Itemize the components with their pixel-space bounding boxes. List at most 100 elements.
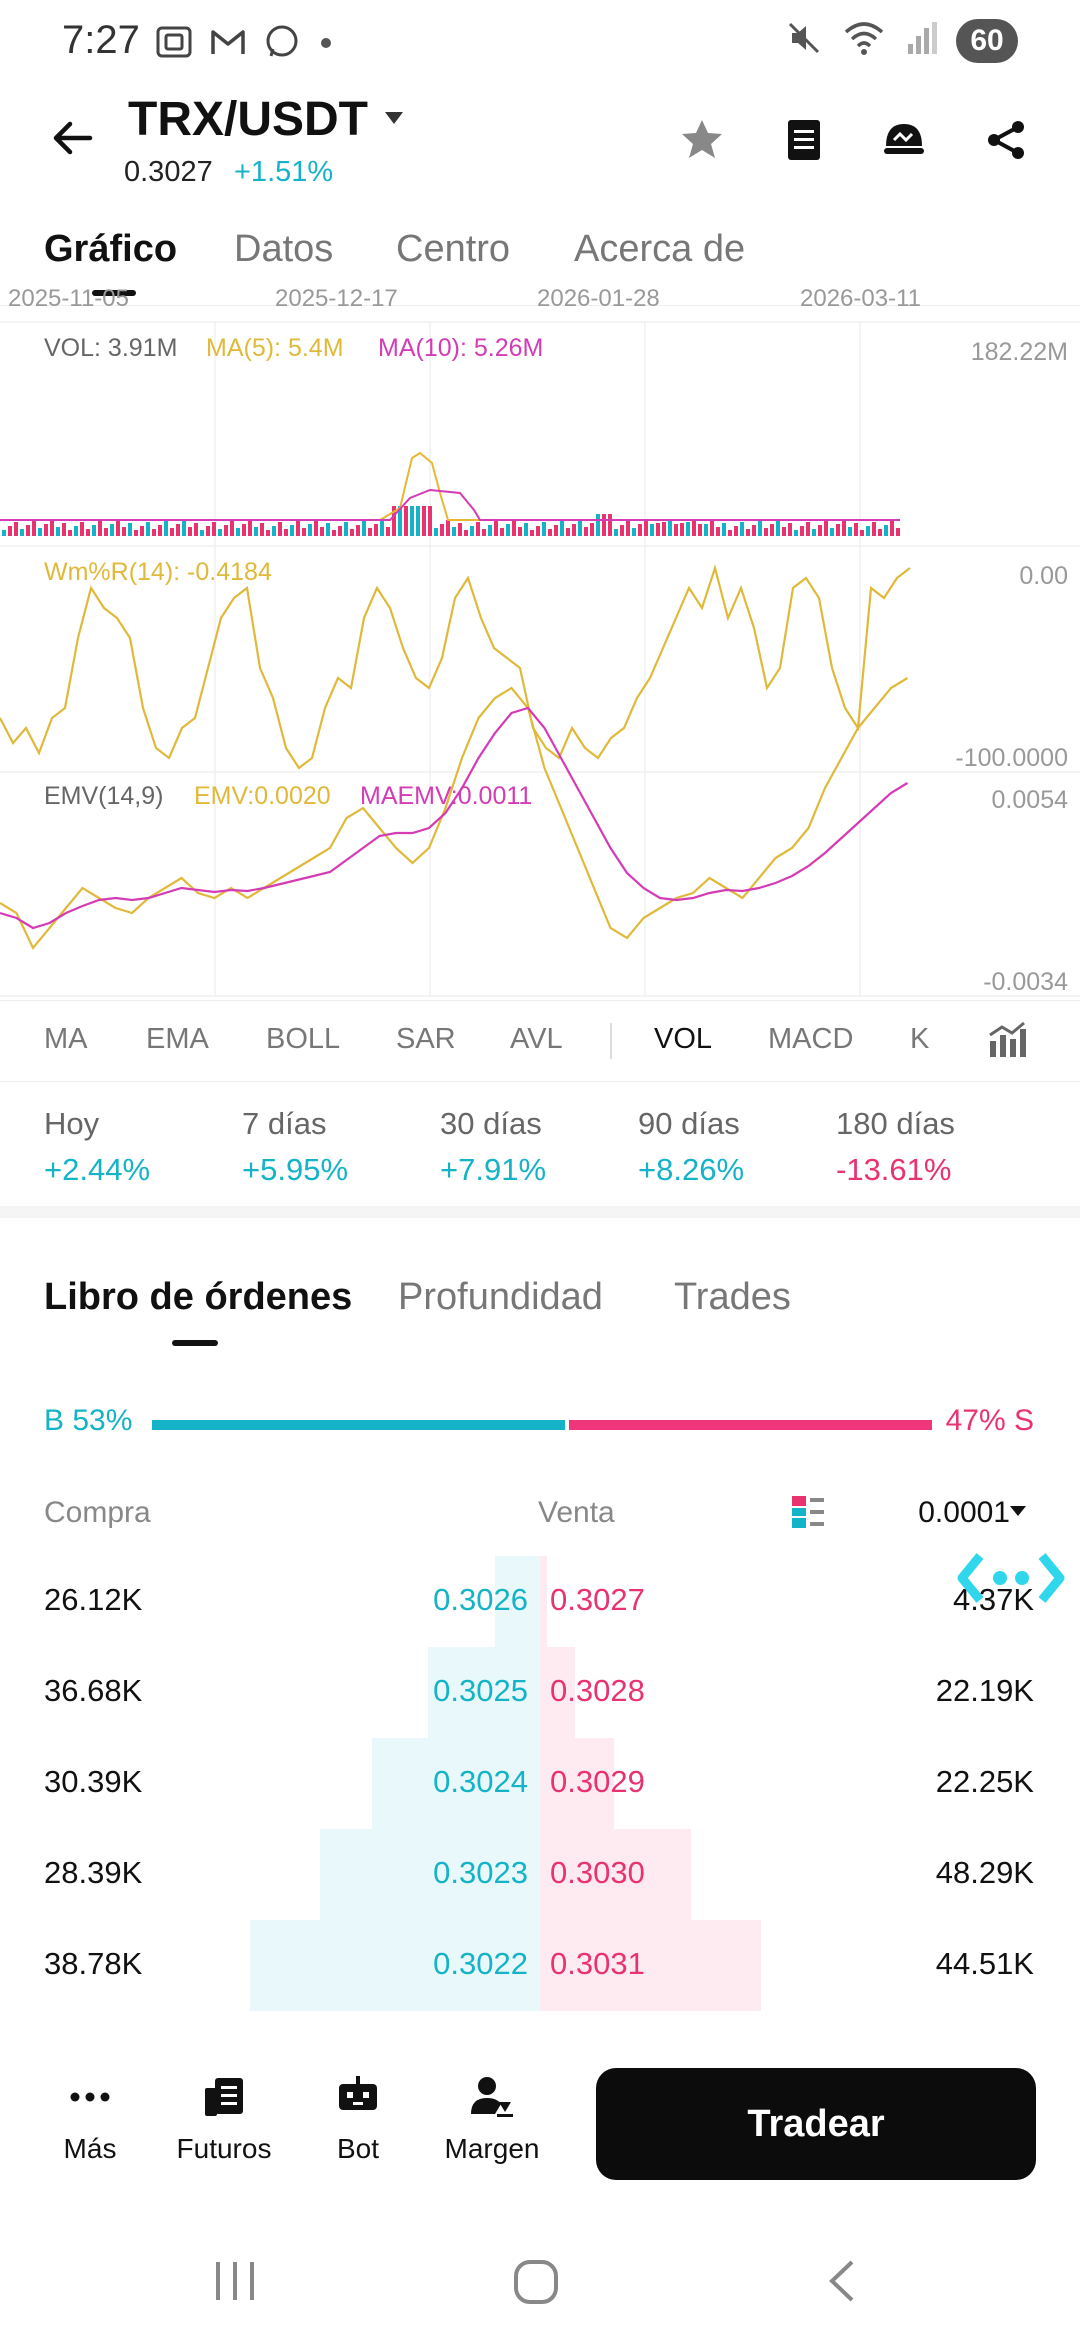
emv-axis-top: 0.0054 <box>991 786 1068 814</box>
chart-area[interactable]: 2025-11-05 2025-12-17 2026-01-28 2026-03… <box>0 285 1080 998</box>
bot-button[interactable]: Bot <box>298 2072 418 2165</box>
volume-bar <box>38 528 42 536</box>
volume-bar <box>728 530 732 536</box>
precision-dropdown-icon[interactable] <box>1010 1504 1026 1523</box>
more-button[interactable]: Más <box>30 2072 150 2165</box>
volume-bar <box>338 526 342 536</box>
sell-depth-bar <box>540 1738 614 1829</box>
star-icon[interactable] <box>674 112 730 168</box>
home-icon[interactable] <box>510 2256 562 2313</box>
volume-bar <box>140 526 144 536</box>
volume-bar <box>194 523 198 536</box>
perf-label: 180 días <box>836 1106 955 1141</box>
indicator-charts[interactable]: 2025-11-05 2025-12-17 2026-01-28 2026-03… <box>0 285 1080 998</box>
floating-assistant-icon[interactable] <box>956 1548 1066 1613</box>
orderbook-row[interactable]: 36.68K 0.3025 0.3028 22.19K <box>0 1647 1080 1738</box>
volume-bar <box>626 521 630 536</box>
volume-bar <box>50 520 54 536</box>
indicator-macd[interactable]: MACD <box>768 1023 854 1055</box>
perf-label: 90 días <box>638 1106 740 1141</box>
gmail-icon <box>208 22 248 67</box>
pair-dropdown-icon[interactable] <box>382 106 406 135</box>
volume-bar <box>110 524 114 536</box>
maemv-value-label: MAEMV:0.0011 <box>360 782 533 810</box>
recents-icon[interactable] <box>210 2256 260 2311</box>
indicator-k[interactable]: K <box>910 1023 930 1055</box>
bot-label: Bot <box>336 2133 380 2164</box>
volume-bar <box>248 520 252 536</box>
indicator-toolbar: MA EMA BOLL SAR AVL VOL MACD K <box>0 1000 1080 1082</box>
tab-acerca-de[interactable]: Acerca de <box>574 228 746 270</box>
tab-trades[interactable]: Trades <box>674 1276 791 1318</box>
volume-bar <box>812 529 816 536</box>
futures-button[interactable]: Futuros <box>164 2072 284 2165</box>
date-label: 2026-03-11 <box>800 288 921 312</box>
volume-bar <box>122 527 126 536</box>
volume-bar <box>428 506 432 536</box>
volume-bar <box>206 526 210 536</box>
volume-bar <box>554 525 558 536</box>
sell-price[interactable]: 0.3030 <box>550 1855 645 1890</box>
volume-bar <box>464 530 468 536</box>
sell-price[interactable]: 0.3029 <box>550 1764 645 1799</box>
volume-bar <box>770 524 774 536</box>
tab-libro-de-ordenes[interactable]: Libro de órdenes <box>44 1276 353 1318</box>
indicator-sar[interactable]: SAR <box>396 1023 456 1055</box>
share-icon[interactable] <box>978 112 1034 168</box>
sell-price[interactable]: 0.3027 <box>550 1582 645 1617</box>
date-label: 2026-01-28 <box>537 288 660 312</box>
system-nav-bar <box>0 2220 1080 2340</box>
buy-price[interactable]: 0.3025 <box>433 1673 528 1708</box>
status-time: 7:27 <box>62 18 140 62</box>
volume-bar <box>764 528 768 536</box>
layout-toggle-icon[interactable] <box>790 1494 826 1535</box>
precision-select[interactable]: 0.0001 <box>918 1496 1010 1529</box>
indicator-ema[interactable]: EMA <box>146 1023 209 1055</box>
margin-button[interactable]: Margen <box>432 2072 552 2165</box>
sell-price[interactable]: 0.3031 <box>550 1946 645 1981</box>
indicator-ma[interactable]: MA <box>44 1023 88 1055</box>
orderbook-row[interactable]: 38.78K 0.3022 0.3031 44.51K <box>0 1920 1080 2011</box>
buy-depth-bar <box>494 1556 540 1647</box>
indicator-avl[interactable]: AVL <box>510 1023 563 1055</box>
bottom-action-bar: Más Futuros Bot Margen Tradear <box>0 2050 1080 2200</box>
volume-bar <box>884 525 888 536</box>
back-arrow-icon[interactable] <box>48 114 96 167</box>
notes-icon[interactable] <box>776 112 832 168</box>
buy-price[interactable]: 0.3023 <box>433 1855 528 1890</box>
buy-price[interactable]: 0.3024 <box>433 1764 528 1799</box>
indicator-boll[interactable]: BOLL <box>266 1023 341 1055</box>
perf-hoy: Hoy +2.44% <box>44 1106 150 1188</box>
tab-centro[interactable]: Centro <box>396 228 511 270</box>
volume-bar <box>242 524 246 536</box>
ma10-line <box>0 488 900 521</box>
buy-quantity: 38.78K <box>44 1946 143 1981</box>
perf-label: Hoy <box>44 1106 100 1141</box>
orderbook-row[interactable]: 30.39K 0.3024 0.3029 22.25K <box>0 1738 1080 1829</box>
alert-face-icon[interactable] <box>876 112 932 168</box>
tab-grafico[interactable]: Gráfico <box>44 228 178 270</box>
buy-price[interactable]: 0.3026 <box>433 1582 528 1617</box>
back-nav-icon[interactable] <box>818 2256 868 2311</box>
dot-icon <box>316 22 336 67</box>
trade-button[interactable]: Tradear <box>596 2068 1036 2180</box>
orderbook-row[interactable]: 26.12K 0.3026 0.3027 4.37K <box>0 1556 1080 1647</box>
volume-bar <box>482 529 486 536</box>
volume-bar <box>716 527 720 536</box>
orderbook-row[interactable]: 28.39K 0.3023 0.3030 48.29K <box>0 1829 1080 1920</box>
mute-icon <box>784 18 824 63</box>
tab-profundidad[interactable]: Profundidad <box>398 1276 603 1318</box>
vol-label: VOL: 3.91M <box>44 334 178 362</box>
tab-datos[interactable]: Datos <box>234 228 334 270</box>
indicator-vol[interactable]: VOL <box>654 1023 713 1055</box>
volume-bar <box>212 522 216 536</box>
maemv-line <box>0 706 909 930</box>
indicator-settings-icon[interactable] <box>986 1019 1028 1066</box>
perf-value: -13.61% <box>836 1152 952 1187</box>
volume-bar <box>434 528 438 536</box>
buy-price[interactable]: 0.3022 <box>433 1946 528 1981</box>
header: TRX/USDT 0.3027 +1.51% <box>0 86 1080 198</box>
pair-title[interactable]: TRX/USDT <box>128 93 368 146</box>
sell-price[interactable]: 0.3028 <box>550 1673 645 1708</box>
volume-bar <box>806 522 810 536</box>
